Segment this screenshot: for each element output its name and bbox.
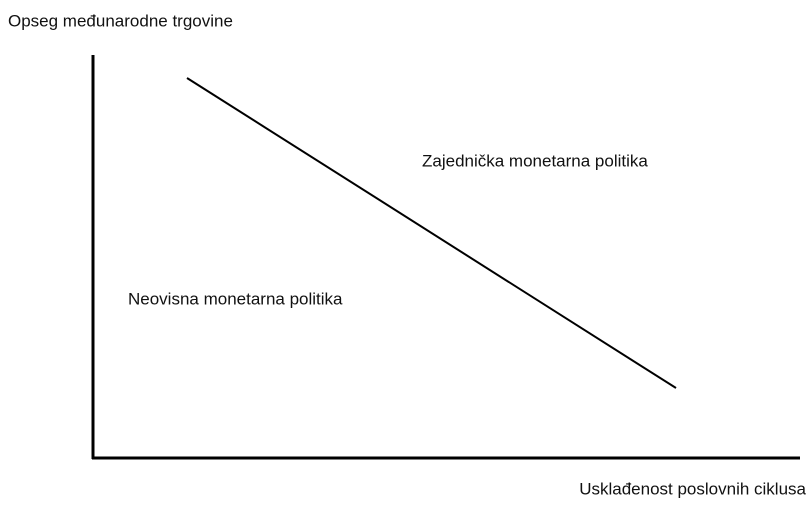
region-label: Neovisna monetarna politika bbox=[128, 289, 343, 308]
oca-line bbox=[186, 77, 677, 389]
x-axis-label: Usklađenost poslovnih ciklusa bbox=[579, 479, 806, 498]
y-axis-label: Opseg međunarodne trgovine bbox=[8, 11, 233, 30]
region-label: Zajednička monetarna politika bbox=[422, 151, 648, 170]
